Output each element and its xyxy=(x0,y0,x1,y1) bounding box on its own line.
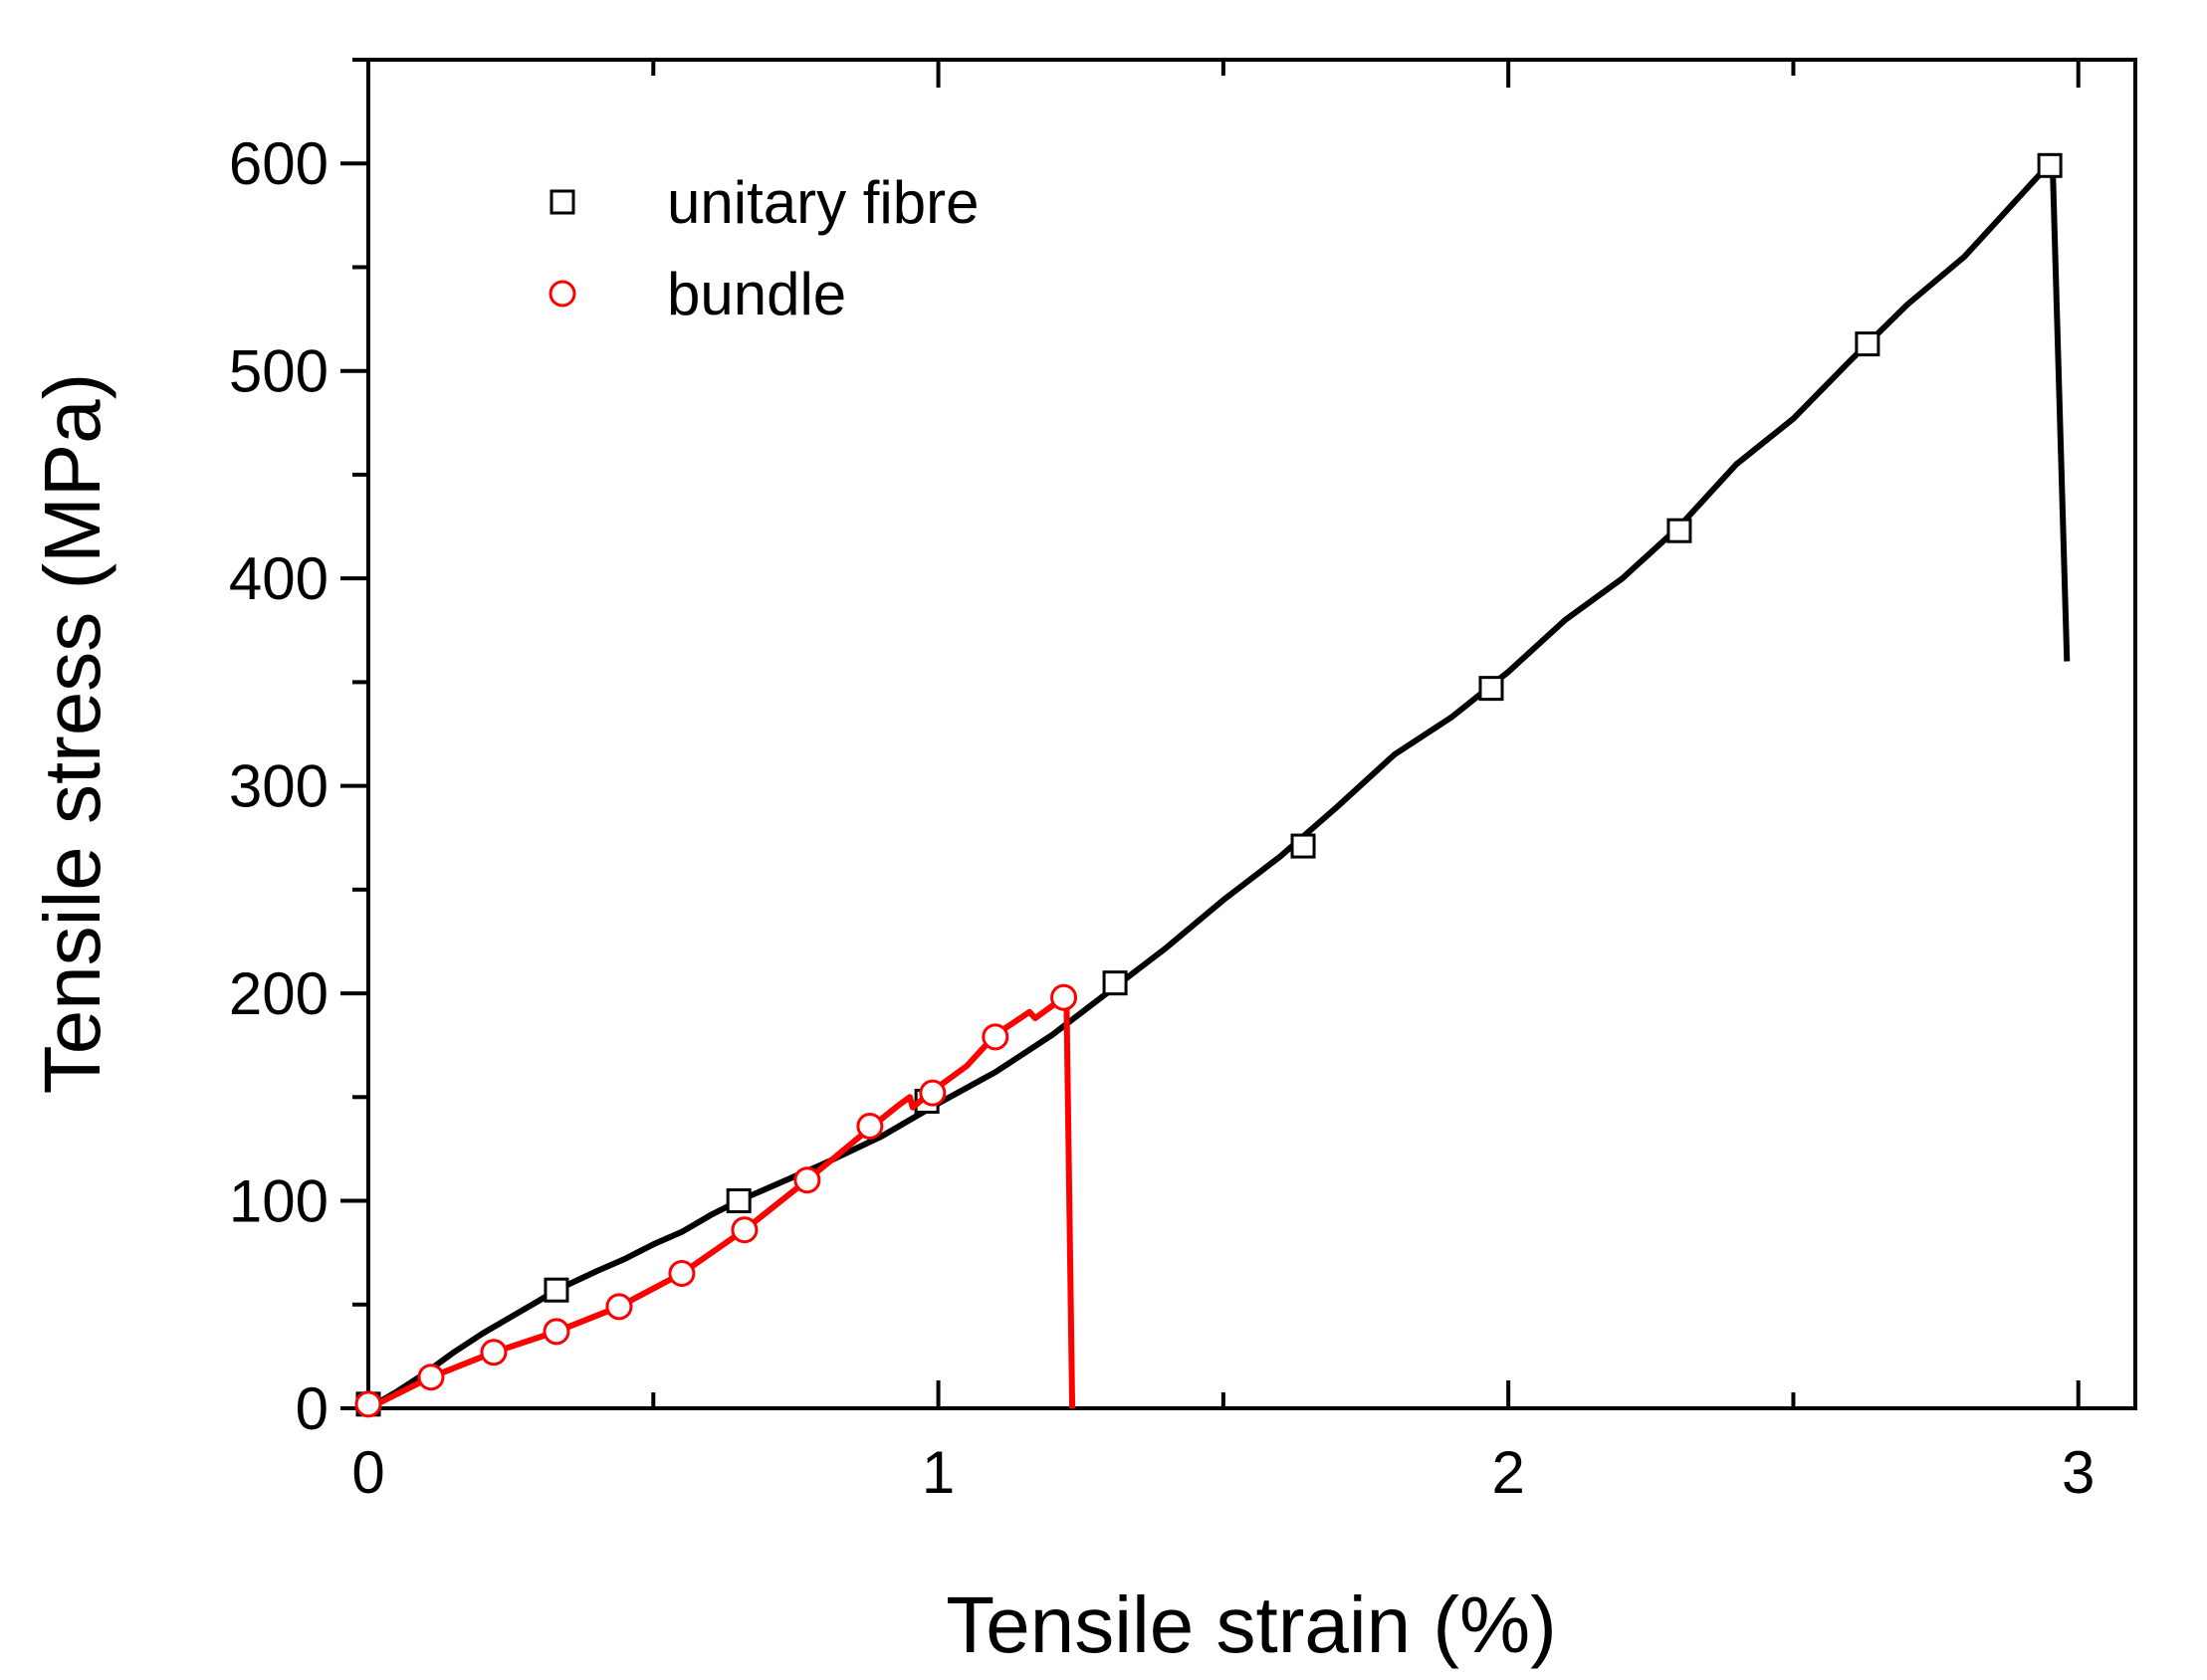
y-axis-title: Tensile stress (MPa) xyxy=(28,373,116,1095)
data-point xyxy=(856,1112,884,1140)
legend-label: bundle xyxy=(667,261,846,327)
data-point xyxy=(1478,676,1504,702)
y-tick-label: 0 xyxy=(296,1375,329,1442)
x-tick-label: 1 xyxy=(922,1439,955,1506)
x-tick-label: 2 xyxy=(1491,1439,1524,1506)
data-point xyxy=(1102,970,1128,996)
data-point xyxy=(1290,833,1316,859)
y-tick-label: 100 xyxy=(229,1168,329,1235)
data-point xyxy=(1666,518,1692,543)
plot-frame xyxy=(366,58,2137,1410)
data-point xyxy=(480,1339,508,1366)
data-point xyxy=(982,1023,1009,1051)
x-axis-title: Tensile strain (%) xyxy=(946,1580,1557,1669)
data-point xyxy=(726,1188,752,1214)
data-point xyxy=(354,1390,382,1418)
axis-ticks: 0 1 2 3 0 100 200 300 400 500 600 xyxy=(229,58,2095,1506)
data-point xyxy=(1855,331,1880,357)
series-line xyxy=(366,160,2071,1411)
data-point xyxy=(543,1318,570,1346)
data-point xyxy=(731,1216,759,1244)
data-point xyxy=(544,1277,569,1303)
y-tick-label: 300 xyxy=(229,753,329,820)
legend-marker xyxy=(549,280,576,308)
x-tick-label: 3 xyxy=(2062,1439,2095,1506)
data-point xyxy=(417,1364,445,1391)
legend-label: unitary fibre xyxy=(667,169,979,236)
data-point xyxy=(793,1166,821,1194)
y-tick-label: 400 xyxy=(229,545,329,612)
x-tick-label: 0 xyxy=(351,1439,384,1506)
data-point xyxy=(605,1293,633,1321)
series-layer xyxy=(354,152,2071,1418)
data-point xyxy=(668,1260,696,1287)
data-point xyxy=(2037,152,2063,178)
series-unitary-fibre xyxy=(355,152,2071,1417)
legend-marker xyxy=(550,189,575,215)
y-tick-label: 500 xyxy=(229,338,329,405)
legend: unitary fibre bundle xyxy=(549,169,979,327)
series-line xyxy=(366,994,1076,1411)
data-point xyxy=(919,1079,947,1107)
data-point xyxy=(1050,983,1078,1011)
series-bundle xyxy=(354,983,1078,1418)
y-tick-label: 200 xyxy=(229,960,329,1027)
y-tick-label: 600 xyxy=(229,130,329,197)
